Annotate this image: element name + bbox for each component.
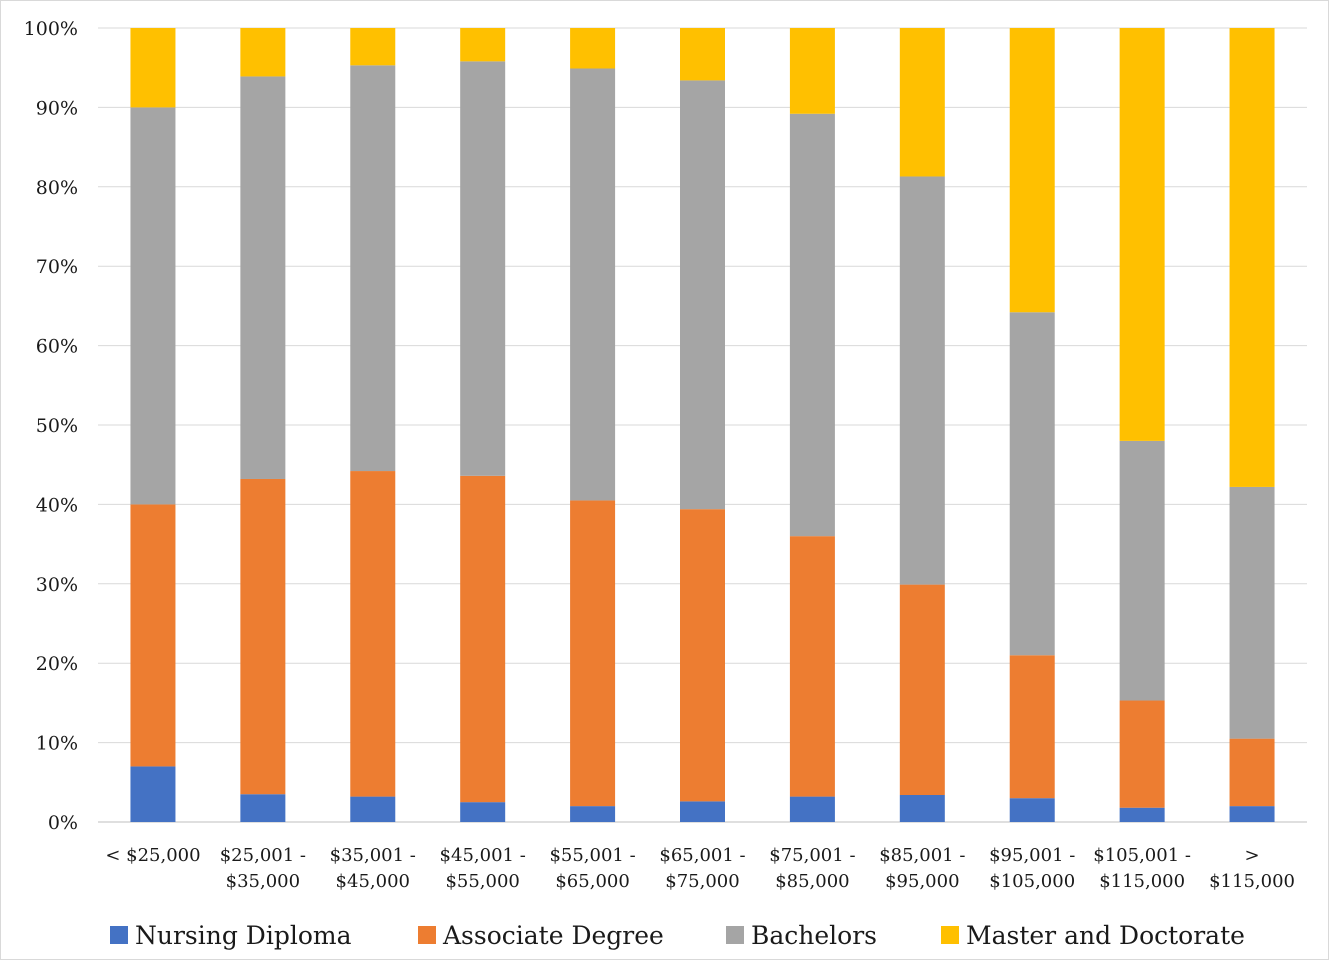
bar-stack [1229, 28, 1275, 822]
legend-label: Master and Doctorate [966, 921, 1245, 950]
bar-segment [130, 107, 176, 505]
legend-label: Bachelors [751, 921, 877, 950]
bar-stack [460, 28, 506, 822]
bar-segment [570, 806, 616, 822]
bar-segment [350, 796, 396, 822]
bar-stack [570, 28, 616, 822]
bar-segment [570, 28, 616, 69]
legend-item: Master and Doctorate [941, 921, 1245, 950]
bar-segment [1009, 655, 1055, 799]
bar-segment [570, 500, 616, 807]
legend-swatch [941, 926, 959, 944]
bar-stack [680, 28, 725, 822]
bar-segment [240, 76, 286, 479]
legend-swatch [726, 926, 744, 944]
bar-stack [240, 28, 286, 822]
bar-segment [1229, 28, 1275, 487]
bar-segment [1009, 28, 1055, 313]
x-tick-label: $35,001 -$45,000 [330, 845, 416, 892]
bar-segment [899, 176, 945, 585]
bar-segment [1229, 486, 1275, 739]
bar-segment [1119, 440, 1165, 701]
x-tick-label: $65,001 -$75,000 [659, 845, 745, 892]
bar-segment [350, 471, 396, 797]
legend: Nursing Diploma Associate Degree Bachelors… [110, 921, 1245, 950]
x-tick-label: $25,001 -$35,000 [220, 845, 306, 892]
y-tick-label: 70% [36, 256, 78, 278]
bar-segment [680, 801, 725, 822]
y-tick-label: 10% [36, 733, 78, 755]
bar-segment [240, 28, 286, 77]
legend-swatch [110, 926, 128, 944]
bar-segment [350, 28, 396, 66]
bar-segment [899, 584, 945, 796]
x-axis: < $25,000 $25,001 -$35,000 $35,001 -$45,00… [105, 845, 1295, 892]
bar-segment [789, 28, 835, 114]
bar-segment [899, 795, 945, 822]
bar-segment [460, 802, 506, 822]
y-axis: 0% 10% 20% 30% 40% 50% 60% 70% 80% 90% 100% [24, 18, 78, 834]
bar-segment [240, 478, 286, 795]
x-tick-label: $85,001 -$95,000 [879, 845, 965, 892]
bar-segment [789, 796, 835, 822]
bar-segment [570, 68, 616, 501]
y-tick-label: 0% [48, 812, 78, 834]
legend-label: Nursing Diploma [135, 921, 352, 950]
x-tick-label: $105,001 -$115,000 [1093, 845, 1191, 892]
y-tick-label: 80% [36, 177, 78, 199]
legend-item: Associate Degree [418, 921, 664, 950]
bar-segment [460, 61, 506, 476]
bar-segment [1119, 700, 1165, 808]
bar-segment [1009, 312, 1055, 656]
bars [130, 28, 1275, 822]
x-tick-label: < $25,000 [105, 845, 200, 866]
bar-stack [1119, 28, 1165, 822]
bar-segment [240, 794, 286, 822]
y-tick-label: 30% [36, 574, 78, 596]
bar-segment [680, 509, 725, 802]
x-tick-label: $95,001 -$105,000 [989, 845, 1075, 892]
bar-segment [789, 536, 835, 797]
bar-stack [350, 28, 396, 822]
bar-segment [1119, 28, 1165, 441]
bar-segment [789, 113, 835, 537]
y-tick-label: 60% [36, 336, 78, 358]
bar-segment [1229, 738, 1275, 807]
y-tick-label: 40% [36, 494, 78, 516]
bar-stack [899, 28, 945, 822]
x-tick-label: $75,001 -$85,000 [769, 845, 855, 892]
legend-item: Nursing Diploma [110, 921, 352, 950]
x-tick-label: $45,001 -$55,000 [440, 845, 526, 892]
bar-segment [350, 65, 396, 472]
bar-segment [680, 80, 725, 510]
bar-segment [680, 28, 725, 81]
bar-stack [1009, 28, 1055, 822]
bar-stack [130, 28, 176, 822]
bar-segment [130, 28, 176, 108]
bar-stack [789, 28, 835, 822]
bar-segment [460, 28, 506, 62]
y-tick-label: 100% [24, 18, 78, 40]
y-tick-label: 50% [36, 415, 78, 437]
legend-item: Bachelors [726, 921, 877, 950]
bar-segment [460, 475, 506, 803]
bar-segment [1009, 798, 1055, 822]
bar-segment [130, 766, 176, 822]
bar-segment [130, 504, 176, 767]
bar-segment [1229, 806, 1275, 822]
x-tick-label: $55,001 -$65,000 [549, 845, 635, 892]
y-tick-label: 20% [36, 653, 78, 675]
x-tick-label: > $115,000 [1209, 845, 1295, 892]
bar-segment [1119, 807, 1165, 822]
y-tick-label: 90% [36, 97, 78, 119]
legend-label: Associate Degree [442, 921, 664, 950]
bar-segment [899, 28, 945, 177]
legend-swatch [418, 926, 436, 944]
